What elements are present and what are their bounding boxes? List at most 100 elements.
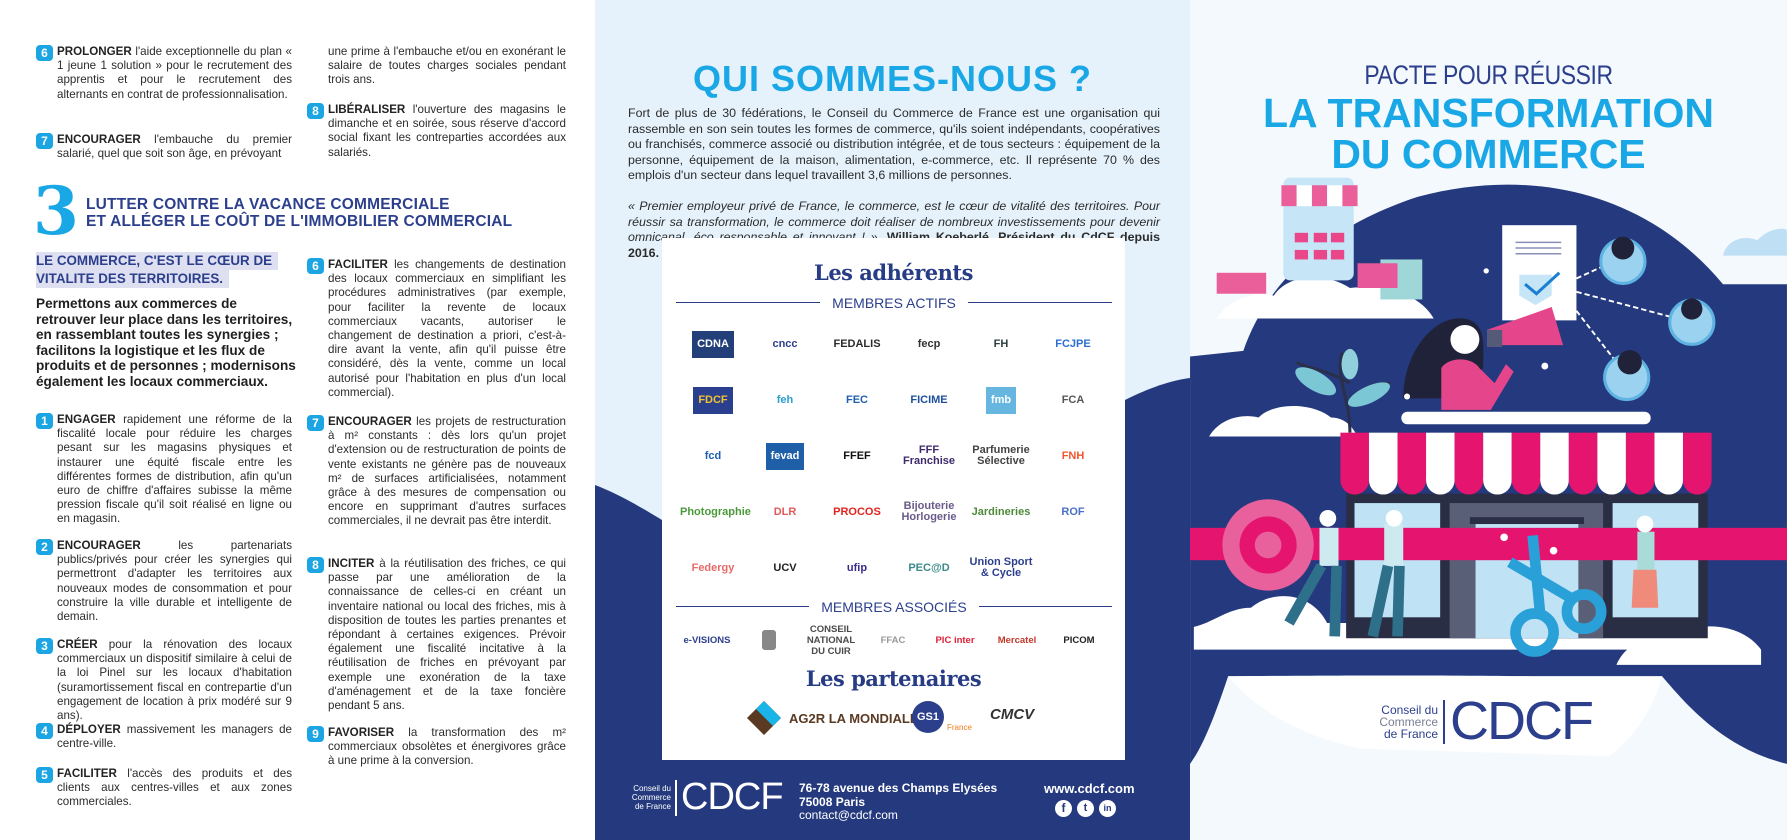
active-members-logos: CDNA cncc FEDALIS fecp FH FCJPE FDCF feh FEC FICI… xyxy=(677,316,1109,596)
number-badge: 5 xyxy=(36,767,53,783)
associate-members-label: MEMBRES ASSOCIÉS xyxy=(809,599,979,615)
member-logo: fevad xyxy=(749,428,821,484)
member-logo: FCA xyxy=(1061,393,1085,406)
measure-item: 7 ENCOURAGER l'embauche du premier salari… xyxy=(36,133,292,161)
scissors-icon xyxy=(1507,534,1607,657)
logo-divider xyxy=(675,780,677,816)
measure-verb: ENCOURAGER xyxy=(328,415,412,428)
section-title-line: ET ALLÉGER LE COÛT DE L'IMMOBILIER COMME… xyxy=(86,213,513,230)
number-badge: 6 xyxy=(307,258,324,274)
member-logo: Parfumerie Sélective xyxy=(972,444,1030,467)
member-logo: Jardineries xyxy=(971,505,1031,518)
document-icon xyxy=(1502,225,1577,321)
members-box: Les adhérents MEMBRES ACTIFS CDNA cncc FED… xyxy=(662,238,1125,760)
associate-members-logos: e-VISIONS CONSEIL NATIONAL DU CUIR FFAC PIC… xyxy=(676,620,1110,660)
measure-verb: FACILITER xyxy=(328,258,388,271)
measure-text: l'aide exceptionnelle du plan « 1 jeune … xyxy=(57,45,292,101)
associate-logo xyxy=(738,620,800,660)
measure-text: l'embauche du premier salarié, quel que … xyxy=(57,133,292,161)
measure-item: 1 ENGAGER rapidement une réforme de la fi… xyxy=(36,413,292,527)
facebook-icon[interactable]: f xyxy=(1055,800,1072,817)
about-paragraph: Fort de plus de 30 fédérations, le Conse… xyxy=(628,106,1160,183)
footer-org-name: Conseil du Commerce de France xyxy=(631,784,671,811)
gift-icon xyxy=(1216,272,1267,294)
measure-item: 9 FAVORISER la transformation des m² comm… xyxy=(307,726,566,769)
people xyxy=(1284,509,1659,638)
member-logo: PEC@D xyxy=(908,561,950,574)
measure-text: massivement les managers de centre-ville… xyxy=(57,723,292,751)
number-badge: 6 xyxy=(36,45,53,61)
member-logo: UCV xyxy=(773,561,797,574)
number-badge: 7 xyxy=(307,415,324,431)
partner-logo-gs1: GS1 France xyxy=(912,701,972,733)
footer-website-link[interactable]: www.cdcf.com xyxy=(1044,781,1135,796)
cover-cdcf-logo: CDCF xyxy=(1450,691,1594,751)
member-logo: FCJPE xyxy=(1055,337,1091,350)
measure-item: 6 PROLONGER l'aide exceptionnelle du plan… xyxy=(36,45,292,102)
cloud-icon xyxy=(1616,626,1762,665)
measure-verb: DÉPLOYER xyxy=(57,723,121,736)
measure-item: 7 ENCOURAGER les projets de restructurati… xyxy=(307,415,566,529)
partners-title: Les partenaires xyxy=(805,666,982,691)
cover-pretitle: PACTE POUR RÉUSSIR xyxy=(1364,60,1613,90)
member-logo: feh xyxy=(776,393,794,406)
measure-text: rapidement une réforme de la fiscalité l… xyxy=(57,413,292,526)
checkmark-icon xyxy=(1524,271,1561,296)
associate-logo: PICOM xyxy=(1063,634,1095,646)
shop-awning xyxy=(1340,432,1712,495)
measure-verb: ENCOURAGER xyxy=(57,539,141,552)
member-logo: cncc xyxy=(772,337,798,350)
logo-divider xyxy=(1443,700,1445,744)
member-logo: FDCF xyxy=(677,372,749,428)
measure-item: 3 CRÉER pour la rénovation des locaux com… xyxy=(36,638,292,723)
measure-text: les partenariats publics/privés pour cré… xyxy=(57,539,292,624)
active-members-label: MEMBRES ACTIFS xyxy=(820,295,968,311)
associate-logo: Mercatel xyxy=(997,634,1037,646)
partner-logo-ag2r: AG2R LA MONDIALE xyxy=(747,701,919,735)
twitter-icon[interactable]: t xyxy=(1077,800,1094,817)
member-logo: FICIME xyxy=(910,393,948,406)
associate-logo: FFAC xyxy=(880,634,906,646)
partner-logo-cmcv: CMCV xyxy=(990,706,1035,723)
associate-logo: CONSEIL NATIONAL DU CUIR xyxy=(806,623,856,657)
cloud-icon xyxy=(1216,277,1434,319)
measure-item: 8 INCITER à la réutilisation des friches,… xyxy=(307,557,566,713)
member-logo: fmb xyxy=(965,372,1037,428)
associate-logo: e-VISIONS xyxy=(683,634,731,646)
measure-text: les projets de restructuration à m² cons… xyxy=(328,415,566,528)
cover-title-line: LA TRANSFORMATION xyxy=(1263,90,1714,136)
measure-continuation: une prime à l'embauche et/ou en exonéran… xyxy=(328,45,566,87)
member-logo: Photographie xyxy=(680,505,751,518)
lead-paragraph: Permettons aux commerces de retrouver le… xyxy=(36,296,296,389)
section-title-line: LUTTER CONTRE LA VACANCE COMMERCIALE xyxy=(86,196,450,213)
footer: Conseil du Commerce de France CDCF 76-78 a… xyxy=(595,760,1190,840)
footer-email-link[interactable]: contact@cdcf.com xyxy=(799,808,898,822)
associate-members-divider: MEMBRES ASSOCIÉS xyxy=(676,599,1112,615)
woman-body xyxy=(1441,359,1514,410)
cloud-icon xyxy=(1209,406,1358,437)
measure-text: l'ouverture des magasins le dimanche et … xyxy=(328,103,566,159)
emblem-icon xyxy=(762,630,776,650)
measure-text: les changements de destination des locau… xyxy=(328,258,566,399)
member-logo: PROCOS xyxy=(833,505,881,518)
measure-item: 2 ENCOURAGER les partenariats publics/pri… xyxy=(36,539,292,624)
linkedin-icon[interactable]: in xyxy=(1099,800,1116,817)
storefront-illustration xyxy=(1190,177,1787,764)
section-number: 3 xyxy=(33,172,79,250)
president-quote: « Premier employeur privé de France, le … xyxy=(628,199,1160,261)
highlight-heading: LE COMMERCE, C'EST LE CŒUR DE VITALITE D… xyxy=(36,252,279,288)
balcony xyxy=(1401,411,1651,425)
measure-item: 8 LIBÉRALISER l'ouverture des magasins le… xyxy=(307,103,566,160)
cover-org-name: Conseil du Commerce de France xyxy=(1379,703,1438,741)
cloud-icon xyxy=(1723,228,1787,256)
measure-item: 4 DÉPLOYER massivement les managers de ce… xyxy=(36,723,292,751)
measure-verb: ENGAGER xyxy=(57,413,116,426)
highlight-line: LE COMMERCE, C'EST LE CŒUR DE xyxy=(36,252,279,270)
social-icons: f t in xyxy=(1055,800,1116,817)
associate-logo: PIC inter xyxy=(935,634,975,646)
member-logo: fecp xyxy=(917,337,941,350)
member-logo: FH xyxy=(993,337,1009,350)
measure-item: 6 FACILITER les changements de destinatio… xyxy=(307,258,566,400)
footer-cdcf-logo: CDCF xyxy=(681,776,784,818)
measure-verb: LIBÉRALISER xyxy=(328,103,406,116)
